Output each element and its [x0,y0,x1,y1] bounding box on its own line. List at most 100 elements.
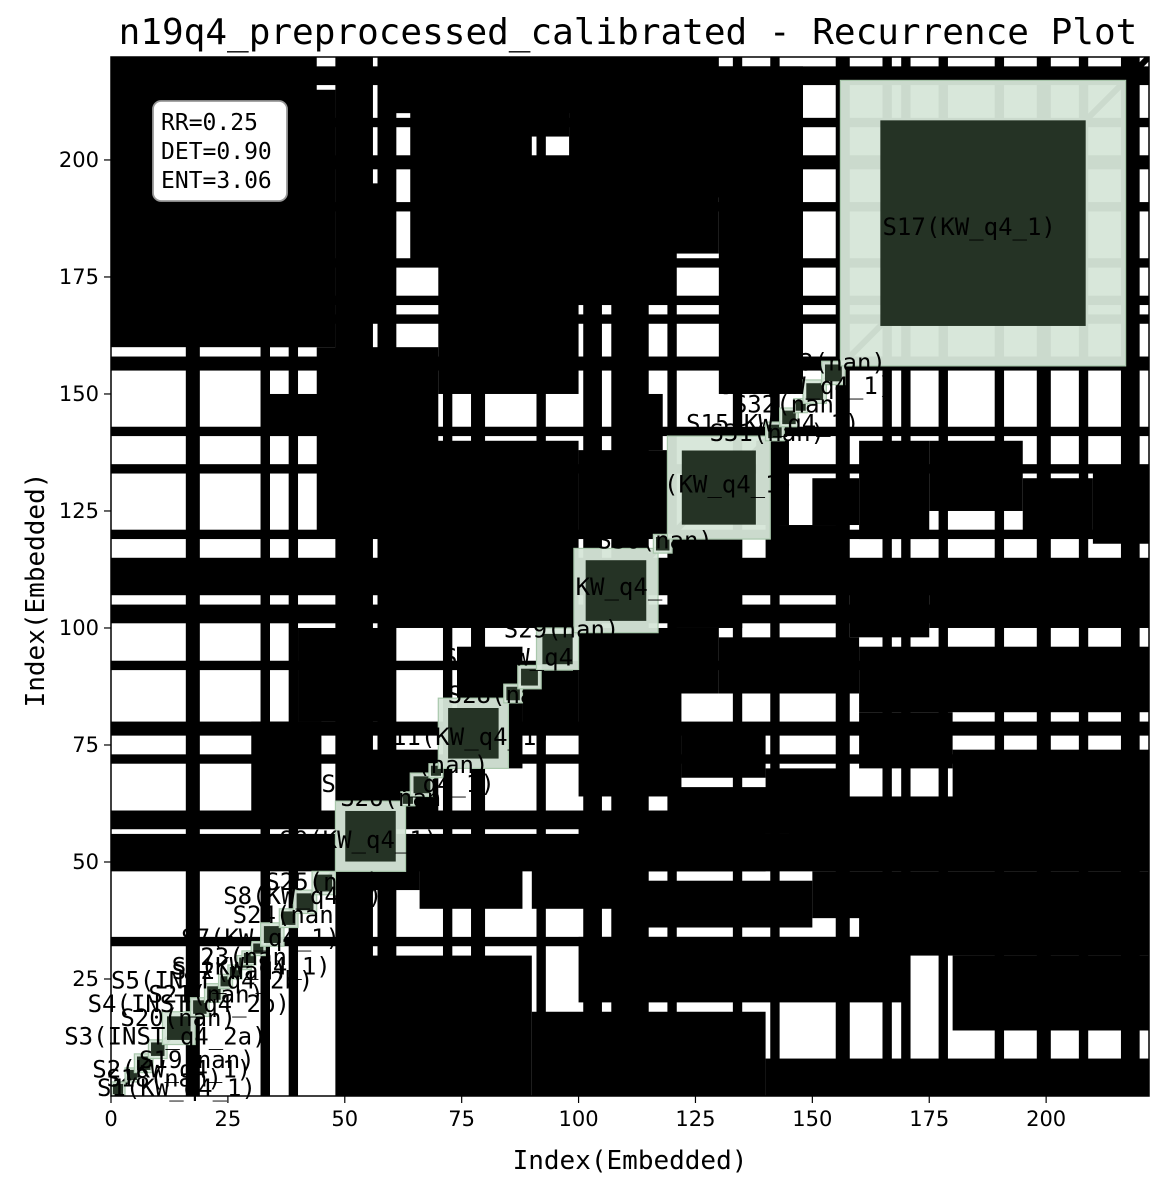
segment-label: S7(KW_q4_1) [181,924,340,952]
x-tick-label: 175 [909,1107,949,1131]
recurrence-block [859,908,1149,956]
y-tick-label: 25 [72,967,99,991]
segment-recurrence [506,686,520,701]
stat-det: DET=0.90 [161,139,272,165]
segment-recurrence [296,893,314,911]
recurrence-block [625,880,813,928]
segment-label: S30(nan) [597,526,713,554]
recurrence-block [765,1058,1149,1096]
x-tick-label: 150 [792,1107,832,1131]
recurrence-block [1046,581,1149,628]
segment-recurrence [263,926,281,943]
recurrence-block [269,393,327,432]
recurrence-block [578,627,719,694]
recurrence-block [1046,646,1149,713]
x-tick-label: 75 [448,1107,475,1131]
segment-label: S10(KW_q4_1) [321,770,494,798]
segment-labels: S1(KW_q4_1)S18(nan)S2(KW_q4_1)S19(nan)S3… [64,213,1056,1102]
recurrence-block [391,57,579,114]
segment-recurrence [880,120,1086,326]
segment-label: S25(nan) [265,868,381,896]
recurrence-block [765,525,841,582]
segment-label: S22(nan) [172,957,288,985]
segment-label: S12(KW_q4_1) [443,643,616,671]
segment-recurrence [345,810,396,862]
recurrence-block [672,534,743,628]
x-tick-label: 100 [559,1107,599,1131]
y-axis: 25 50 75 100 125 150 175 200 [59,148,111,991]
segment-label: S19(nan) [139,1046,255,1074]
segment-label: S21(nan) [148,980,264,1008]
segment-label: S17(KW_q4_1) [882,213,1055,241]
segment-recurrence [243,952,254,963]
y-tick-label: 75 [72,733,99,757]
recurrence-block [391,440,579,628]
segment-label: S33(nan) [770,349,886,377]
segment-recurrence [281,911,296,925]
segment-recurrence [207,986,221,1000]
recurrence-block [578,693,682,797]
segment-label: S11(KW_q4_1) [378,723,551,751]
recurrence-block [625,393,663,451]
segment-recurrence [220,976,231,987]
segment-recurrence [229,966,240,978]
recurrence-matrix [111,57,1149,1096]
segment-recurrence [126,1069,138,1080]
recurrence-block [438,159,579,394]
segment-label: S18(nan) [106,1065,222,1093]
recurrence-block [531,861,626,909]
segment-recurrence [768,424,782,439]
y-axis-label: Index(Embedded) [21,473,51,708]
segment-recurrence [806,383,824,401]
segment-recurrence [112,1083,124,1095]
segment-recurrence [193,1000,207,1014]
x-tick-label: 200 [1026,1107,1066,1131]
segment-recurrence [430,765,442,776]
segment-label: S5(INST_q4_2b) [111,966,313,994]
recurrence-block [849,571,930,638]
segment-recurrence [167,1016,191,1040]
recurrence-block [578,450,673,535]
recurrence-block [419,852,523,909]
recurrence-block [1022,478,1093,535]
recurrence-block [578,936,906,1003]
segment-recurrence [824,364,842,382]
y-tick-label: 100 [59,616,99,640]
stats-box-frame [152,100,288,202]
y-tick-label: 150 [59,382,99,406]
segment-label: S32(nan) [733,391,849,419]
segment-label: S29(nan) [504,615,620,643]
recurrence-block [1092,468,1149,544]
segment-label: S15(KW_q4_1) [686,409,859,437]
x-tick-label: 25 [215,1107,242,1131]
segment-recurrence [681,450,756,525]
recurrence-block [672,787,813,834]
y-tick-label: 200 [59,148,99,172]
segment-label: S28(nan) [448,681,564,709]
segment-label: S8(KW_q4_1) [223,882,382,910]
plot-area [111,57,1149,1096]
x-tick-label: 0 [104,1107,117,1131]
segment-label: S20(nan) [120,1004,236,1032]
recurrence-block [251,721,322,816]
stat-ent: ENT=3.06 [161,168,272,194]
segment-label: S27(nan) [373,751,489,779]
x-tick-label: 125 [675,1107,715,1131]
segment-label: S3(INST_q4_2a) [64,1023,266,1051]
segment-recurrence [542,633,573,665]
segment-label: S24(nan) [233,901,349,929]
segment-label: S1(KW_q4_1) [97,1074,256,1102]
segment-recurrence [413,776,431,794]
segment-recurrence [795,400,806,411]
recurrence-block [344,955,532,1096]
segment-label: S31(nan) [709,419,825,447]
recurrence-block [298,627,392,722]
recurrence-block [718,637,860,694]
recurrence-block [531,1011,766,1096]
recurrence-block [929,440,1023,511]
segment-label: S6(KW_q4_1) [172,952,331,980]
segment-recurrence [136,1056,151,1070]
segment-recurrence [315,874,333,892]
segment-label: S23(nan) [186,943,302,971]
